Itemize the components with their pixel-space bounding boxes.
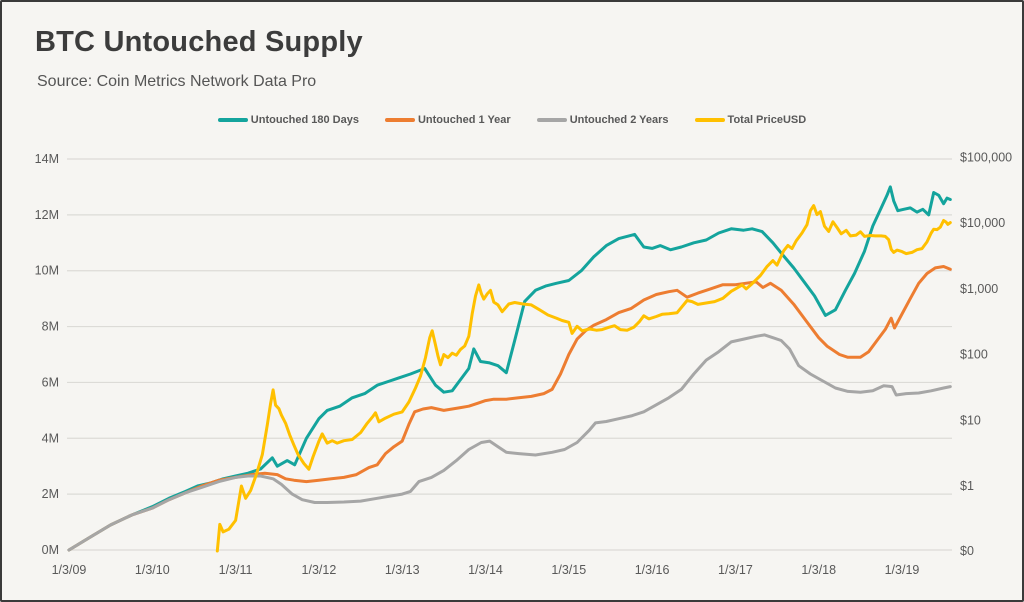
legend-label: Untouched 180 Days: [250, 114, 359, 126]
series-untouched-2-years-line: [67, 333, 952, 552]
x-axis-label-1-3-19: 1/3/19: [885, 563, 920, 577]
y-axis-right-label-100: $100: [960, 348, 988, 362]
x-axis-label-1-3-17: 1/3/17: [718, 563, 753, 577]
y-axis-left-label-2M: 2M: [42, 487, 59, 501]
x-axis-label-1-3-09: 1/3/09: [52, 563, 87, 577]
x-axis-label-1-3-14: 1/3/14: [468, 563, 503, 577]
legend-label: Total PriceUSD: [727, 114, 807, 126]
x-axis-label-1-3-13: 1/3/13: [385, 563, 420, 577]
y-axis-left-label-4M: 4M: [42, 431, 59, 445]
y-axis-right-label-10: $10: [960, 413, 981, 427]
y-axis-right-label-1: $1: [960, 479, 974, 493]
legend-label: Untouched 1 Year: [417, 114, 511, 126]
legend-swatch-total-priceusd: [694, 118, 725, 122]
legend-item-untouched-1-year: Untouched 1 Year: [384, 114, 511, 126]
legend-swatch-untouched-180-days: [217, 118, 248, 122]
y-axis-left-label-8M: 8M: [42, 320, 59, 334]
x-axis-label-1-3-11: 1/3/11: [219, 563, 253, 577]
y-axis-right-label-100-000: $100,000: [960, 151, 1012, 165]
y-axis-right-label-1-000: $1,000: [960, 282, 998, 296]
x-axis-label-1-3-12: 1/3/12: [302, 563, 337, 577]
x-axis-label-1-3-16: 1/3/16: [635, 563, 670, 577]
legend-swatch-untouched-2-years: [536, 118, 567, 122]
x-axis-label-1-3-18: 1/3/18: [801, 563, 836, 577]
legend-swatch-untouched-1-year: [384, 118, 415, 122]
series-total-priceusd-line: [215, 204, 952, 553]
y-axis-right-label-10-000: $10,000: [960, 216, 1005, 230]
legend: Untouched 180 Days Untouched 1 Year Untouc…: [2, 114, 1022, 126]
series-untouched-1-year-line: [67, 265, 952, 552]
y-axis-left-label-6M: 6M: [42, 375, 59, 389]
chart-title: BTC Untouched Supply: [35, 26, 363, 58]
y-axis-left-label-12M: 12M: [35, 208, 59, 222]
y-axis-left-label-10M: 10M: [35, 264, 59, 278]
legend-label: Untouched 2 Years: [569, 114, 669, 126]
chart-source: Source: Coin Metrics Network Data Pro: [37, 73, 317, 90]
legend-item-total-priceusd: Total PriceUSD: [694, 114, 807, 126]
legend-item-untouched-2-years: Untouched 2 Years: [536, 114, 669, 126]
series-untouched-180-days-line: [67, 185, 952, 552]
y-axis-left-label-0M: 0M: [42, 543, 59, 557]
y-axis-right-label-0: $0: [960, 544, 974, 558]
x-axis-label-1-3-15: 1/3/15: [551, 563, 586, 577]
x-axis-label-1-3-10: 1/3/10: [135, 563, 170, 577]
y-axis-left-label-14M: 14M: [35, 152, 59, 166]
legend-item-untouched-180-days: Untouched 180 Days: [217, 114, 359, 126]
